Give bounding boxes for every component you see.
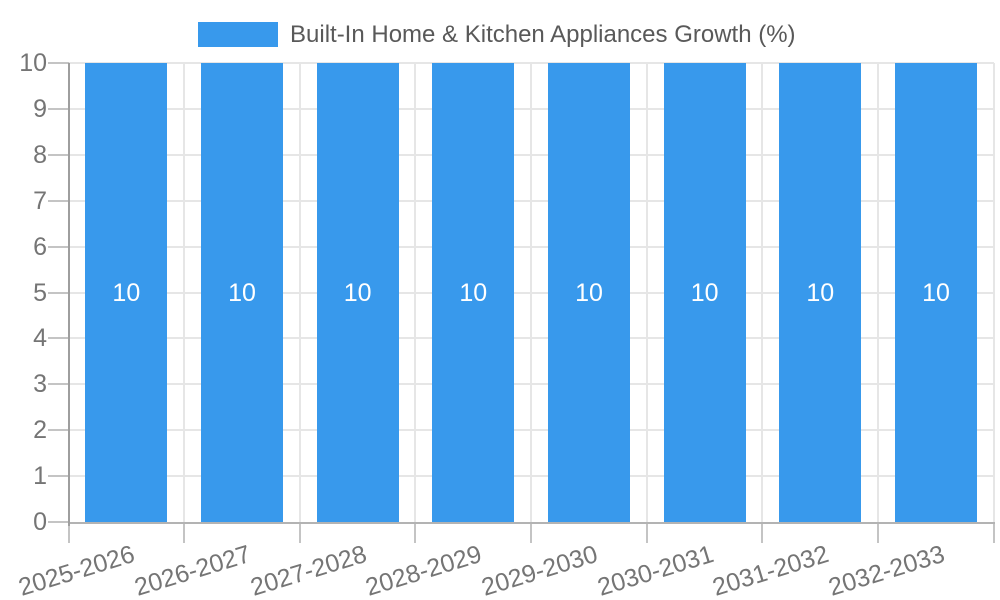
- v-gridline: [530, 63, 533, 522]
- v-gridline: [183, 63, 186, 522]
- x-tick: [877, 524, 880, 543]
- bar-value-label: 10: [228, 278, 256, 307]
- v-gridline: [298, 63, 301, 522]
- y-axis-label: 9: [33, 94, 47, 123]
- bar[interactable]: [316, 63, 399, 522]
- y-tick: [48, 429, 69, 432]
- x-tick: [67, 524, 70, 543]
- y-tick: [48, 521, 69, 523]
- y-axis-label: 4: [33, 324, 47, 353]
- bar-value-label: 10: [690, 278, 719, 307]
- bar[interactable]: [547, 63, 630, 522]
- x-tick: [992, 524, 995, 543]
- legend-label: Built-In Home & Kitchen Appliances Growt…: [290, 21, 796, 48]
- x-tick: [414, 524, 417, 543]
- bar-value-label: 10: [575, 278, 603, 307]
- v-gridline: [992, 63, 995, 522]
- y-axis-label: 8: [33, 140, 47, 169]
- y-tick: [48, 475, 69, 478]
- bar[interactable]: [894, 63, 977, 522]
- bar-value-label: 10: [343, 278, 372, 307]
- y-tick: [48, 245, 69, 248]
- y-tick: [48, 291, 69, 294]
- y-axis-label: 0: [33, 508, 47, 536]
- y-axis-label: 1: [33, 462, 47, 491]
- y-tick: [48, 107, 69, 110]
- y-axis-label: 7: [33, 186, 47, 215]
- y-tick: [48, 199, 69, 202]
- legend-item[interactable]: Built-In Home & Kitchen Appliances Growt…: [198, 22, 796, 47]
- bar[interactable]: [663, 63, 746, 522]
- bar-value-label: 10: [806, 278, 835, 307]
- v-gridline: [761, 63, 764, 522]
- x-tick: [183, 524, 186, 543]
- y-tick: [48, 153, 69, 156]
- y-axis-line: [67, 63, 70, 526]
- bar[interactable]: [85, 63, 168, 522]
- x-tick: [298, 524, 301, 543]
- legend-swatch-icon: [198, 22, 278, 47]
- y-axis-label: 3: [33, 370, 47, 399]
- y-axis-label: 6: [33, 232, 47, 261]
- bar-value-label: 10: [459, 278, 488, 307]
- y-tick: [48, 62, 69, 64]
- y-tick: [48, 383, 69, 386]
- v-gridline: [414, 63, 417, 522]
- bar[interactable]: [779, 63, 862, 522]
- bar-value-label: 10: [922, 278, 950, 307]
- x-tick: [645, 524, 648, 543]
- x-axis-line: [67, 522, 995, 524]
- y-axis-label: 2: [33, 416, 47, 445]
- v-gridline: [645, 63, 648, 522]
- x-tick: [761, 524, 764, 543]
- y-axis-label: 10: [19, 49, 47, 77]
- y-axis-label: 5: [33, 278, 47, 307]
- v-gridline: [877, 63, 880, 522]
- x-tick: [530, 524, 533, 543]
- bar[interactable]: [432, 63, 515, 522]
- y-tick: [48, 337, 69, 340]
- bar-value-label: 10: [112, 278, 141, 307]
- bar[interactable]: [200, 63, 283, 522]
